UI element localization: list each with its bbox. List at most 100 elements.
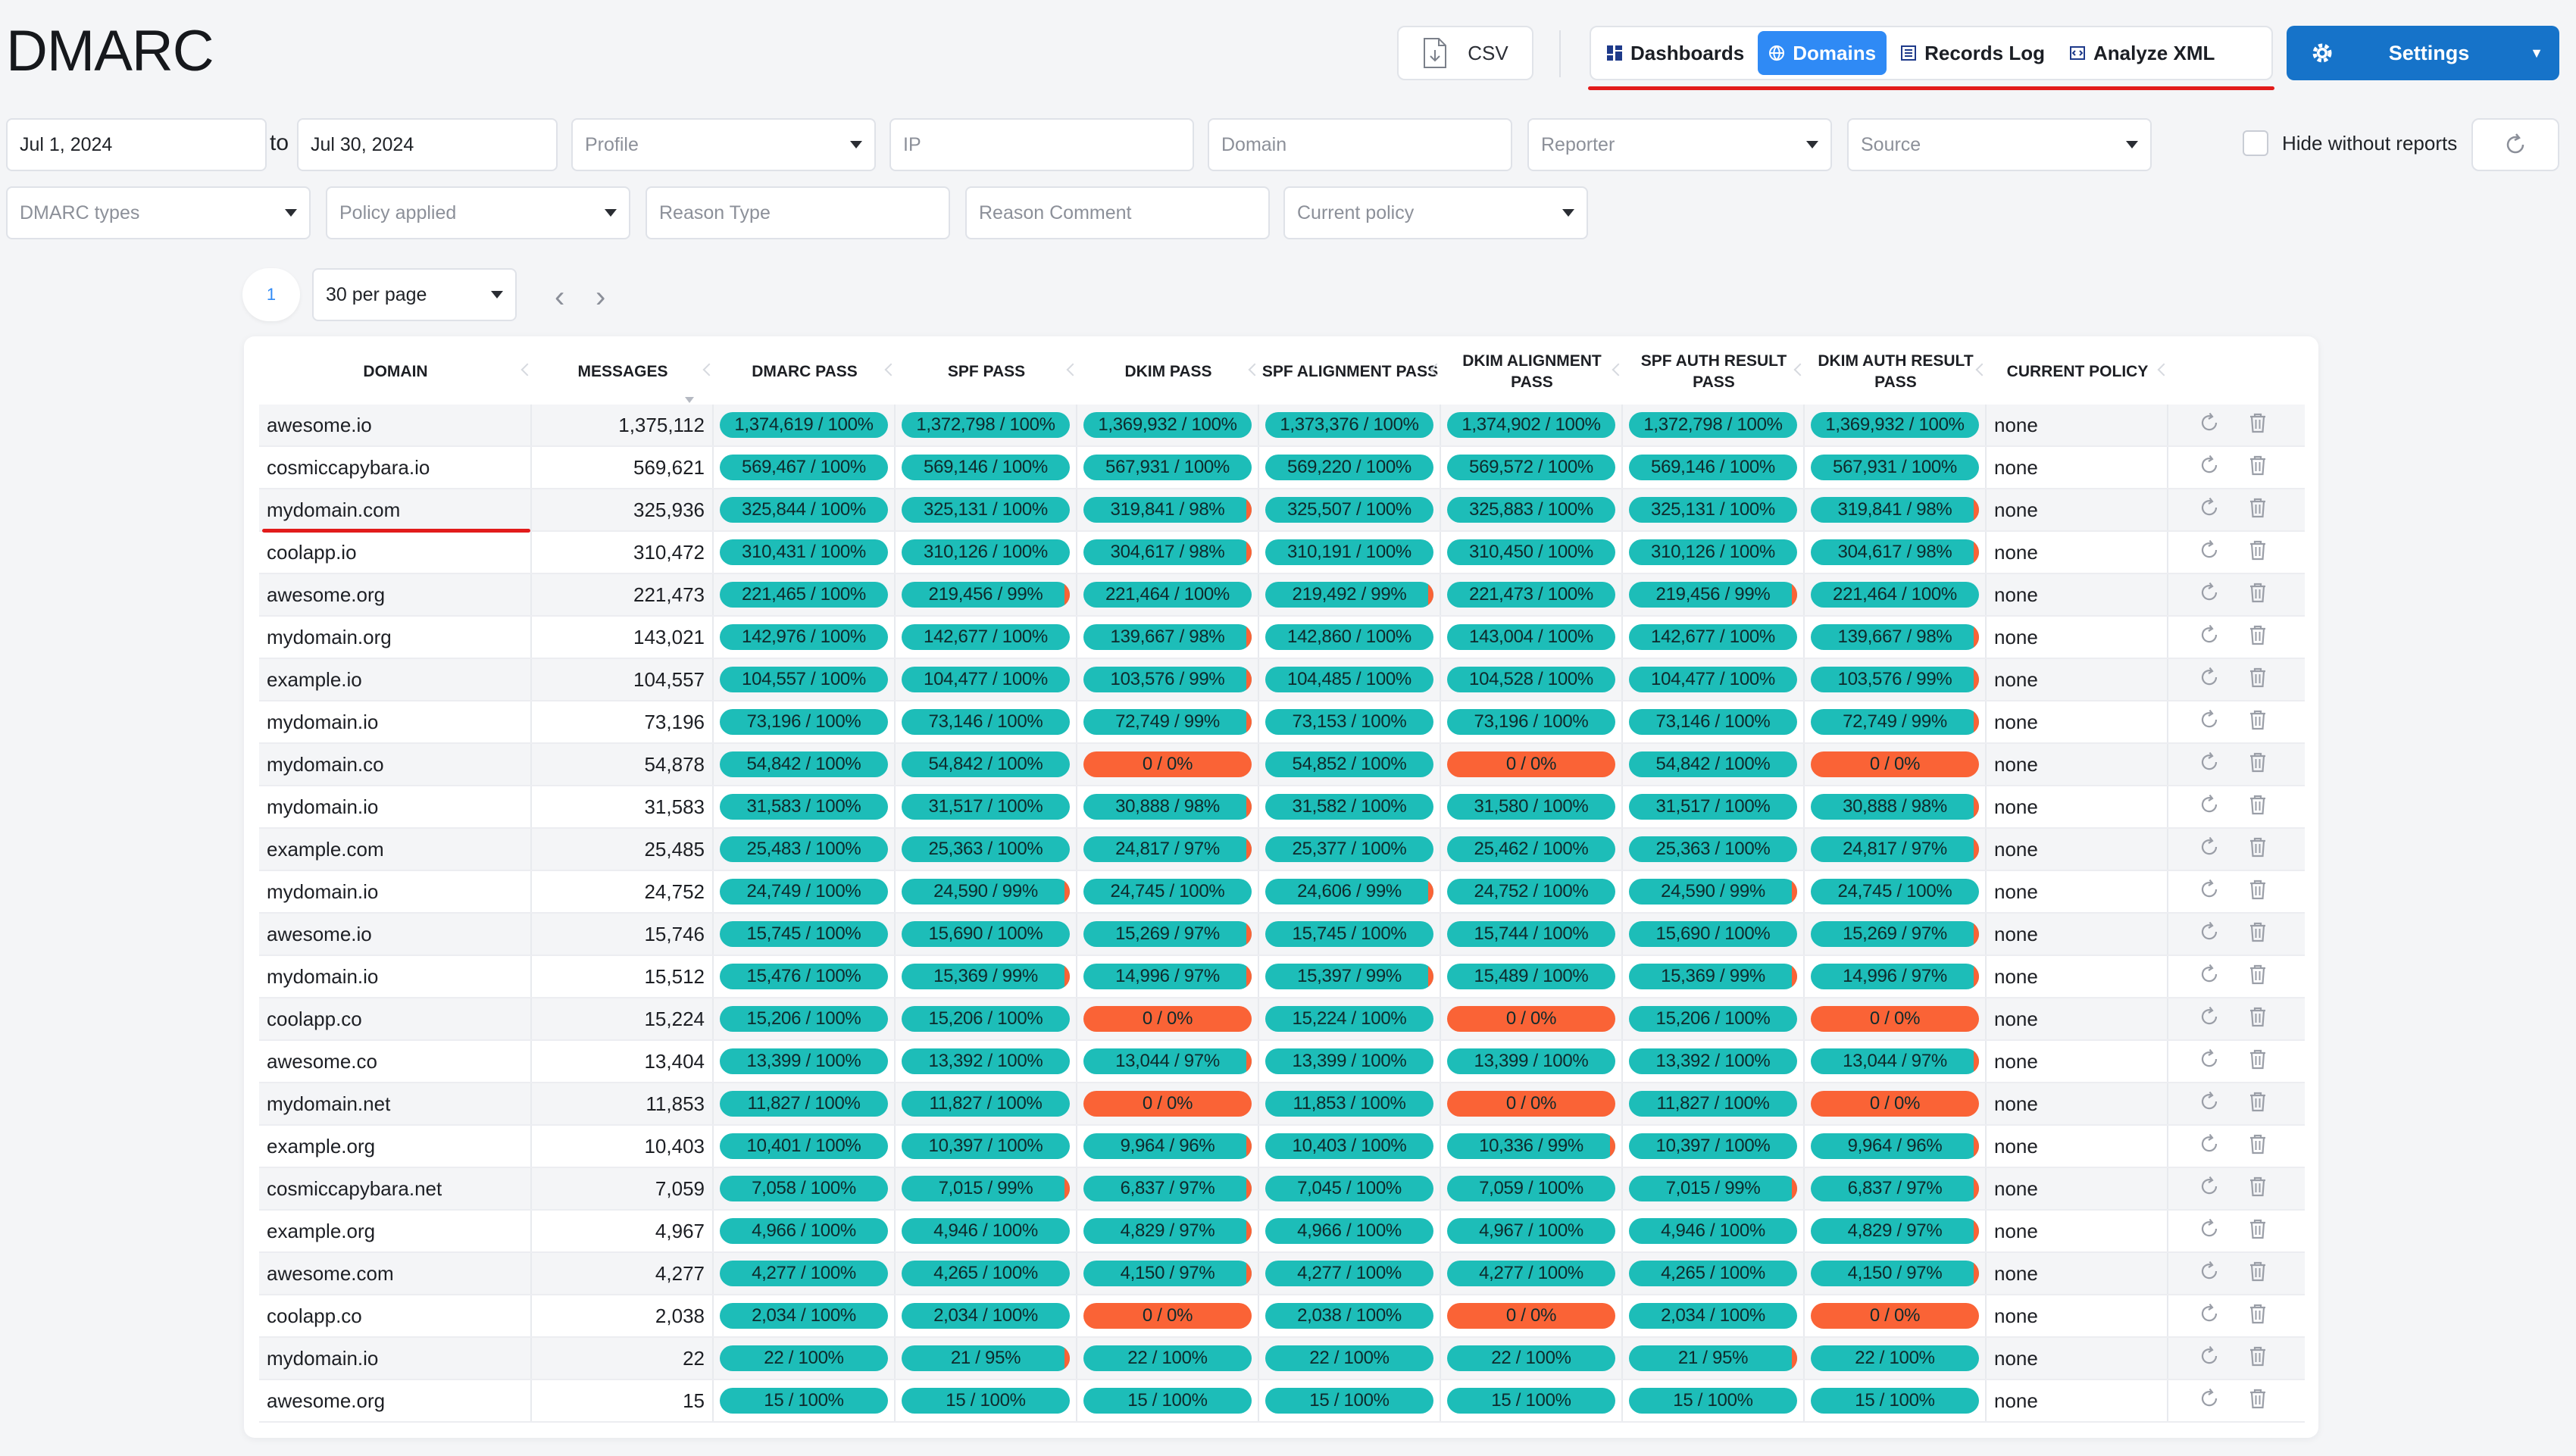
refresh-button[interactable] xyxy=(2471,118,2559,171)
table-row[interactable]: cosmiccapybara.io 569,621 569,467 / 100% 56… xyxy=(259,447,2305,489)
delete-button[interactable] xyxy=(2246,411,2269,439)
reprocess-button[interactable] xyxy=(2198,1048,2221,1076)
delete-button[interactable] xyxy=(2246,1005,2269,1033)
reprocess-button[interactable] xyxy=(2198,1133,2221,1161)
table-row[interactable]: mydomain.co 54,878 54,842 / 100% 54,842 / 1… xyxy=(259,744,2305,786)
delete-button[interactable] xyxy=(2246,878,2269,906)
table-row[interactable]: mydomain.com 325,936 325,844 / 100% 325,131… xyxy=(259,489,2305,532)
table-row[interactable]: mydomain.io 73,196 73,196 / 100% 73,146 / 1… xyxy=(259,701,2305,744)
reprocess-button[interactable] xyxy=(2198,1090,2221,1118)
reprocess-button[interactable] xyxy=(2198,581,2221,609)
reprocess-button[interactable] xyxy=(2198,454,2221,482)
reprocess-button[interactable] xyxy=(2198,751,2221,779)
reprocess-button[interactable] xyxy=(2198,1217,2221,1245)
ip-input[interactable]: IP xyxy=(889,118,1194,171)
table-row[interactable]: awesome.org 15 15 / 100% 15 / 100% 15 / 100%… xyxy=(259,1380,2305,1423)
dmarc-types-select[interactable]: DMARC types xyxy=(6,186,311,239)
table-row[interactable]: awesome.co 13,404 13,399 / 100% 13,392 / 10… xyxy=(259,1041,2305,1083)
settings-button[interactable]: Settings ▼ xyxy=(2287,26,2559,80)
delete-button[interactable] xyxy=(2246,1175,2269,1203)
reprocess-button[interactable] xyxy=(2198,920,2221,948)
reporter-select[interactable]: Reporter xyxy=(1527,118,1832,171)
delete-button[interactable] xyxy=(2246,793,2269,821)
table-row[interactable]: coolapp.co 15,224 15,206 / 100% 15,206 / 10… xyxy=(259,998,2305,1041)
chevron-down-icon[interactable]: ▼ xyxy=(2530,45,2543,61)
domain-cell[interactable]: mydomain.io xyxy=(259,701,532,742)
delete-button[interactable] xyxy=(2246,666,2269,694)
table-row[interactable]: mydomain.io 31,583 31,583 / 100% 31,517 / 1… xyxy=(259,786,2305,829)
column-header-spf-pass[interactable]: SPF PASS xyxy=(896,338,1077,406)
delete-button[interactable] xyxy=(2246,496,2269,524)
reprocess-button[interactable] xyxy=(2198,878,2221,906)
reprocess-button[interactable] xyxy=(2198,1345,2221,1373)
next-page-icon[interactable]: › xyxy=(596,280,606,314)
delete-button[interactable] xyxy=(2246,708,2269,736)
delete-button[interactable] xyxy=(2246,1048,2269,1076)
reprocess-button[interactable] xyxy=(2198,666,2221,694)
page-number-button[interactable]: 1 xyxy=(242,268,300,321)
delete-button[interactable] xyxy=(2246,1302,2269,1330)
delete-button[interactable] xyxy=(2246,1133,2269,1161)
domain-cell[interactable]: awesome.com xyxy=(259,1253,532,1294)
reason-type-input[interactable]: Reason Type xyxy=(646,186,950,239)
table-row[interactable]: mydomain.org 143,021 142,976 / 100% 142,677… xyxy=(259,617,2305,659)
tab-dashboards[interactable]: Dashboards xyxy=(1596,31,1755,75)
domain-cell[interactable]: coolapp.io xyxy=(259,532,532,573)
tab-analyze-xml[interactable]: Analyze XML xyxy=(2059,31,2225,75)
domain-cell[interactable]: mydomain.io xyxy=(259,786,532,827)
delete-button[interactable] xyxy=(2246,963,2269,991)
per-page-select[interactable]: 30 per page xyxy=(312,268,517,321)
domain-cell[interactable]: example.org xyxy=(259,1126,532,1167)
domain-cell[interactable]: awesome.org xyxy=(259,574,532,615)
reprocess-button[interactable] xyxy=(2198,1005,2221,1033)
tab-domains[interactable]: Domains xyxy=(1758,31,1887,75)
delete-button[interactable] xyxy=(2246,581,2269,609)
domain-cell[interactable]: coolapp.co xyxy=(259,998,532,1039)
reprocess-button[interactable] xyxy=(2198,1175,2221,1203)
policy-applied-select[interactable]: Policy applied xyxy=(326,186,630,239)
domain-cell[interactable]: mydomain.co xyxy=(259,744,532,785)
reprocess-button[interactable] xyxy=(2198,496,2221,524)
reprocess-button[interactable] xyxy=(2198,836,2221,864)
column-header-spf-auth-result-pass[interactable]: SPF AUTH RESULT PASS xyxy=(1623,338,1805,406)
reason-comment-input[interactable]: Reason Comment xyxy=(965,186,1270,239)
table-row[interactable]: mydomain.net 11,853 11,827 / 100% 11,827 / … xyxy=(259,1083,2305,1126)
column-header-dmarc-pass[interactable]: DMARC PASS xyxy=(714,338,896,406)
domain-cell[interactable]: example.com xyxy=(259,829,532,870)
domain-cell[interactable]: mydomain.net xyxy=(259,1083,532,1124)
table-row[interactable]: example.org 4,967 4,966 / 100% 4,946 / 100%… xyxy=(259,1211,2305,1253)
delete-button[interactable] xyxy=(2246,836,2269,864)
delete-button[interactable] xyxy=(2246,920,2269,948)
column-header-dkim-auth-result-pass[interactable]: DKIM AUTH RESULT PASS xyxy=(1805,338,1987,406)
domain-cell[interactable]: mydomain.org xyxy=(259,617,532,658)
domain-cell[interactable]: cosmiccapybara.io xyxy=(259,447,532,488)
delete-button[interactable] xyxy=(2246,539,2269,567)
reprocess-button[interactable] xyxy=(2198,623,2221,651)
table-row[interactable]: awesome.org 221,473 221,465 / 100% 219,456 … xyxy=(259,574,2305,617)
column-header-dkim-alignment-pass[interactable]: DKIM ALIGNMENT PASS xyxy=(1441,338,1623,406)
tab-records-log[interactable]: Records Log xyxy=(1890,31,2055,75)
domain-input[interactable]: Domain xyxy=(1208,118,1512,171)
reprocess-button[interactable] xyxy=(2198,411,2221,439)
domain-cell[interactable]: mydomain.io xyxy=(259,1338,532,1379)
reprocess-button[interactable] xyxy=(2198,539,2221,567)
reprocess-button[interactable] xyxy=(2198,708,2221,736)
delete-button[interactable] xyxy=(2246,1090,2269,1118)
table-row[interactable]: example.io 104,557 104,557 / 100% 104,477 /… xyxy=(259,659,2305,701)
domain-cell[interactable]: awesome.org xyxy=(259,1380,532,1421)
delete-button[interactable] xyxy=(2246,751,2269,779)
column-header-spf-alignment-pass[interactable]: SPF ALIGNMENT PASS xyxy=(1259,338,1441,406)
table-row[interactable]: coolapp.co 2,038 2,034 / 100% 2,034 / 100% 0… xyxy=(259,1295,2305,1338)
source-select[interactable]: Source xyxy=(1847,118,2152,171)
delete-button[interactable] xyxy=(2246,1345,2269,1373)
domain-cell[interactable]: cosmiccapybara.net xyxy=(259,1168,532,1209)
prev-page-icon[interactable]: ‹ xyxy=(555,280,565,314)
delete-button[interactable] xyxy=(2246,1387,2269,1415)
domain-cell[interactable]: awesome.io xyxy=(259,914,532,955)
reprocess-button[interactable] xyxy=(2198,963,2221,991)
reprocess-button[interactable] xyxy=(2198,793,2221,821)
hide-without-reports-toggle[interactable]: Hide without reports xyxy=(2243,130,2457,156)
table-row[interactable]: example.com 25,485 25,483 / 100% 25,363 / 1… xyxy=(259,829,2305,871)
domain-cell[interactable]: mydomain.io xyxy=(259,871,532,912)
table-row[interactable]: cosmiccapybara.net 7,059 7,058 / 100% 7,015… xyxy=(259,1168,2305,1211)
